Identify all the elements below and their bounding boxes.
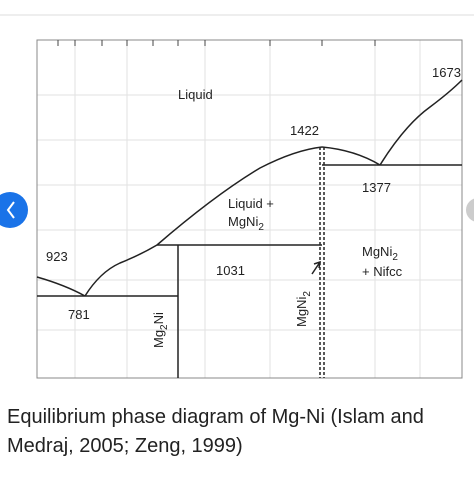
temp-label: 1377 [362,180,391,195]
diagram: 1673 Liquid 1422 1377 Liquid + MgNi2 923… [0,14,474,379]
phase-label: MgNi2 [294,291,313,327]
temp-label: 781 [68,307,90,322]
phase-label: MgNi2 [362,244,398,263]
temp-label: 1031 [216,263,245,278]
top-ticks [57,40,376,46]
frame [36,39,463,379]
phase-label: Liquid + [228,196,274,211]
grid [37,40,462,378]
temp-label: 1673 [432,65,461,80]
phase-lines [36,79,463,378]
phase-label: Mg2Ni [151,312,170,348]
temp-label: 1422 [290,123,319,138]
prev-button[interactable] [0,192,28,228]
next-button[interactable] [466,198,474,222]
phase-label: MgNi2 [228,214,264,233]
temp-label: 923 [46,249,68,264]
phase-label: + Nifcc [362,264,403,279]
caption: Equilibrium phase diagram of Mg-Ni (Isla… [7,406,424,457]
phase-label: Liquid [178,87,213,102]
